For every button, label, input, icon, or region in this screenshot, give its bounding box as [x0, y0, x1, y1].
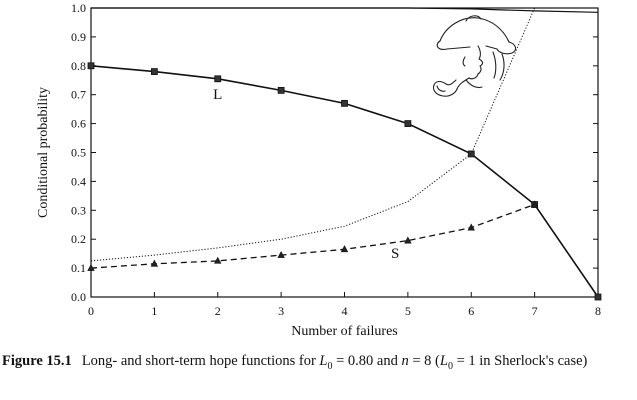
chart: 0 1 2 3 4 5 6 7 8 0.0 0.1 0.2 0.3 0.4 0.5 0.6 0.7 0.8 0.9 1… [0, 0, 637, 350]
series-l-point [405, 121, 411, 127]
y-tick-label: 0.8 [71, 59, 86, 73]
caption-L0-symbol-2: L0 [440, 353, 453, 369]
y-tick-label: 0.3 [71, 203, 86, 217]
x-tick-label: 4 [342, 304, 348, 318]
series-l-point [342, 100, 348, 106]
figure-caption: Figure 15.1 Long- and short-term hope fun… [2, 352, 634, 376]
series-l-point [151, 69, 157, 75]
x-tick-label: 2 [215, 304, 221, 318]
x-tick-label: 1 [151, 304, 157, 318]
series-l-point [468, 151, 474, 157]
x-tick-label: 8 [595, 304, 601, 318]
series-3-line [91, 8, 598, 12]
y-tick-label: 0.1 [71, 261, 86, 275]
series-s-point [341, 246, 347, 252]
x-tick-label: 0 [88, 304, 94, 318]
series-l-point [88, 63, 94, 69]
y-tick-label: 1.0 [71, 1, 86, 15]
series-l-point [278, 87, 284, 93]
y-tick-label: 0.9 [71, 30, 86, 44]
x-tick-label: 6 [468, 304, 474, 318]
labels-layer: LS [213, 87, 399, 262]
y-tick-label: 0.6 [71, 117, 86, 131]
x-tick-label: 3 [278, 304, 284, 318]
caption-text-2: = 0.80 and [332, 353, 401, 369]
y-tick-label: 0.7 [71, 88, 86, 102]
caption-text-1: Long- and short-term hope functions for [82, 353, 320, 369]
series-l-point [215, 76, 221, 82]
series-s-line [91, 205, 535, 269]
y-tick-label: 0.4 [71, 174, 86, 188]
y-tick-label: 0.0 [71, 290, 86, 304]
sherlock-holmes-sketch [433, 16, 515, 96]
y-tick-label: 0.5 [71, 146, 86, 160]
x-tick-label: 5 [405, 304, 411, 318]
axes: 0 1 2 3 4 5 6 7 8 0.0 0.1 0.2 0.3 0.4 0.5 0.6 0.7 0.8 0.9 1… [36, 1, 601, 339]
caption-text-4: = 1 in Sherlock's case) [453, 353, 587, 369]
figure-label: Figure 15.1 [2, 353, 72, 369]
caption-text-3: = 8 ( [409, 353, 440, 369]
caption-n-symbol: n [401, 353, 408, 369]
series-l-point [595, 294, 601, 300]
caption-L0-symbol: L0 [319, 353, 332, 369]
series-label-s: S [391, 246, 399, 262]
x-tick-label: 7 [532, 304, 538, 318]
series-layer [88, 8, 601, 300]
series-label-l: L [213, 87, 222, 103]
plot-frame [91, 8, 598, 297]
y-tick-label: 0.2 [71, 232, 86, 246]
series-2-line [91, 8, 535, 261]
y-axis-title: Conditional probability [36, 87, 51, 218]
x-axis-title: Number of failures [291, 324, 398, 339]
